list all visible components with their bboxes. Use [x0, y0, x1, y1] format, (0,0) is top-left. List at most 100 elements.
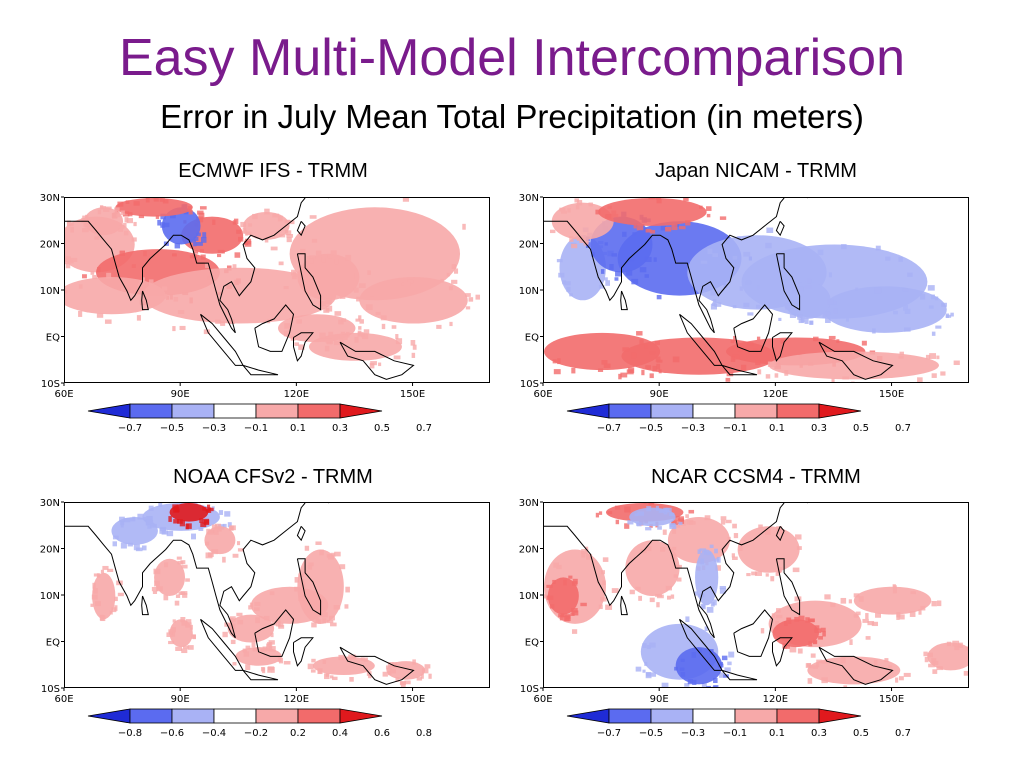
error-cell [634, 513, 638, 517]
error-cell [713, 685, 719, 687]
error-cell [778, 317, 782, 322]
colorbar-label: −0.5 [639, 728, 663, 739]
error-cell [200, 254, 206, 260]
y-tick-label: EQ [525, 333, 539, 344]
error-cell [719, 216, 727, 220]
error-cell [670, 554, 676, 560]
error-cell [179, 520, 186, 527]
x-tick-label: 150E [879, 389, 904, 400]
error-cell [300, 248, 306, 254]
error-cell [436, 324, 442, 329]
error-cell [118, 228, 124, 232]
error-cell [873, 659, 878, 666]
colorbar-arrow-right [818, 708, 862, 724]
error-cell [107, 568, 114, 573]
error-cell [158, 503, 163, 507]
error-cell [603, 363, 611, 368]
colorbar-segment [171, 403, 215, 419]
colorbar-label: 0.7 [416, 423, 432, 434]
error-cell [344, 604, 349, 609]
error-cell [670, 594, 675, 599]
coastline [818, 341, 894, 380]
error-cell [699, 205, 703, 209]
error-cell [646, 506, 652, 512]
error-cell [715, 565, 721, 571]
error-cell [114, 596, 118, 602]
error-cell [671, 224, 678, 231]
error-cell [684, 683, 690, 687]
error-cell [119, 516, 125, 522]
error-cell [262, 646, 267, 652]
error-cell [816, 659, 823, 664]
error-cell [770, 576, 775, 582]
error-cell [853, 593, 860, 598]
error-cell [931, 601, 937, 607]
error-cell [862, 618, 869, 623]
error-cell [626, 369, 634, 375]
error-cell [858, 596, 864, 602]
error-cell [252, 647, 259, 652]
error-cell [137, 513, 144, 520]
error-cell [805, 617, 810, 623]
error-cell [358, 315, 362, 320]
error-cell [174, 242, 181, 249]
error-cell [402, 198, 410, 202]
y-tick-label: 10S [520, 379, 539, 390]
error-cell [680, 658, 685, 662]
error-cell [732, 523, 737, 529]
y-tick-label: 30N [519, 498, 539, 509]
error-cell [718, 672, 725, 678]
error-cell [205, 552, 213, 559]
error-cell [163, 594, 169, 601]
error-cell [644, 256, 652, 263]
error-cell [70, 257, 78, 262]
coastline [679, 313, 723, 366]
error-cell [202, 232, 207, 238]
error-cell [197, 210, 204, 215]
error-cell [411, 352, 416, 358]
error-cell [268, 646, 276, 652]
error-cell [70, 226, 74, 233]
error-cell [183, 645, 189, 649]
error-cell [731, 553, 735, 558]
coastline [242, 669, 279, 681]
error-cell [719, 587, 726, 594]
error-cell [181, 648, 188, 654]
error-cell [278, 234, 286, 238]
colorbar-label: 0.7 [895, 728, 911, 739]
error-cell [114, 207, 120, 211]
error-cell [642, 643, 647, 649]
error-cell [200, 522, 207, 528]
error-cell [832, 300, 837, 305]
error-cell [559, 614, 564, 621]
error-cell [283, 660, 291, 665]
error-cell [824, 594, 831, 600]
error-cell [571, 243, 578, 249]
coastline [733, 609, 774, 657]
error-cell [661, 682, 669, 687]
error-cell [382, 671, 388, 677]
colorbar-label: −0.7 [597, 728, 621, 739]
error-cell [597, 368, 604, 372]
error-cell [245, 664, 251, 670]
error-cell [127, 212, 133, 217]
error-cell [449, 321, 453, 327]
coastline [219, 503, 306, 638]
error-cell [328, 331, 334, 338]
error-cell [412, 659, 416, 665]
y-tick-label: 30N [519, 193, 539, 204]
error-cell [936, 600, 942, 607]
error-cell [570, 612, 575, 616]
x-tick-label: 60E [533, 389, 552, 400]
error-cell [635, 586, 641, 591]
error-cell [918, 609, 922, 615]
error-cell [368, 673, 372, 679]
error-cell [607, 511, 613, 515]
error-cell [602, 580, 606, 586]
error-cell [127, 542, 133, 547]
error-cell [138, 279, 144, 285]
error-cell [798, 318, 804, 324]
error-cell [673, 574, 679, 578]
x-tick-label: 150E [879, 694, 904, 705]
error-cell [311, 658, 316, 663]
